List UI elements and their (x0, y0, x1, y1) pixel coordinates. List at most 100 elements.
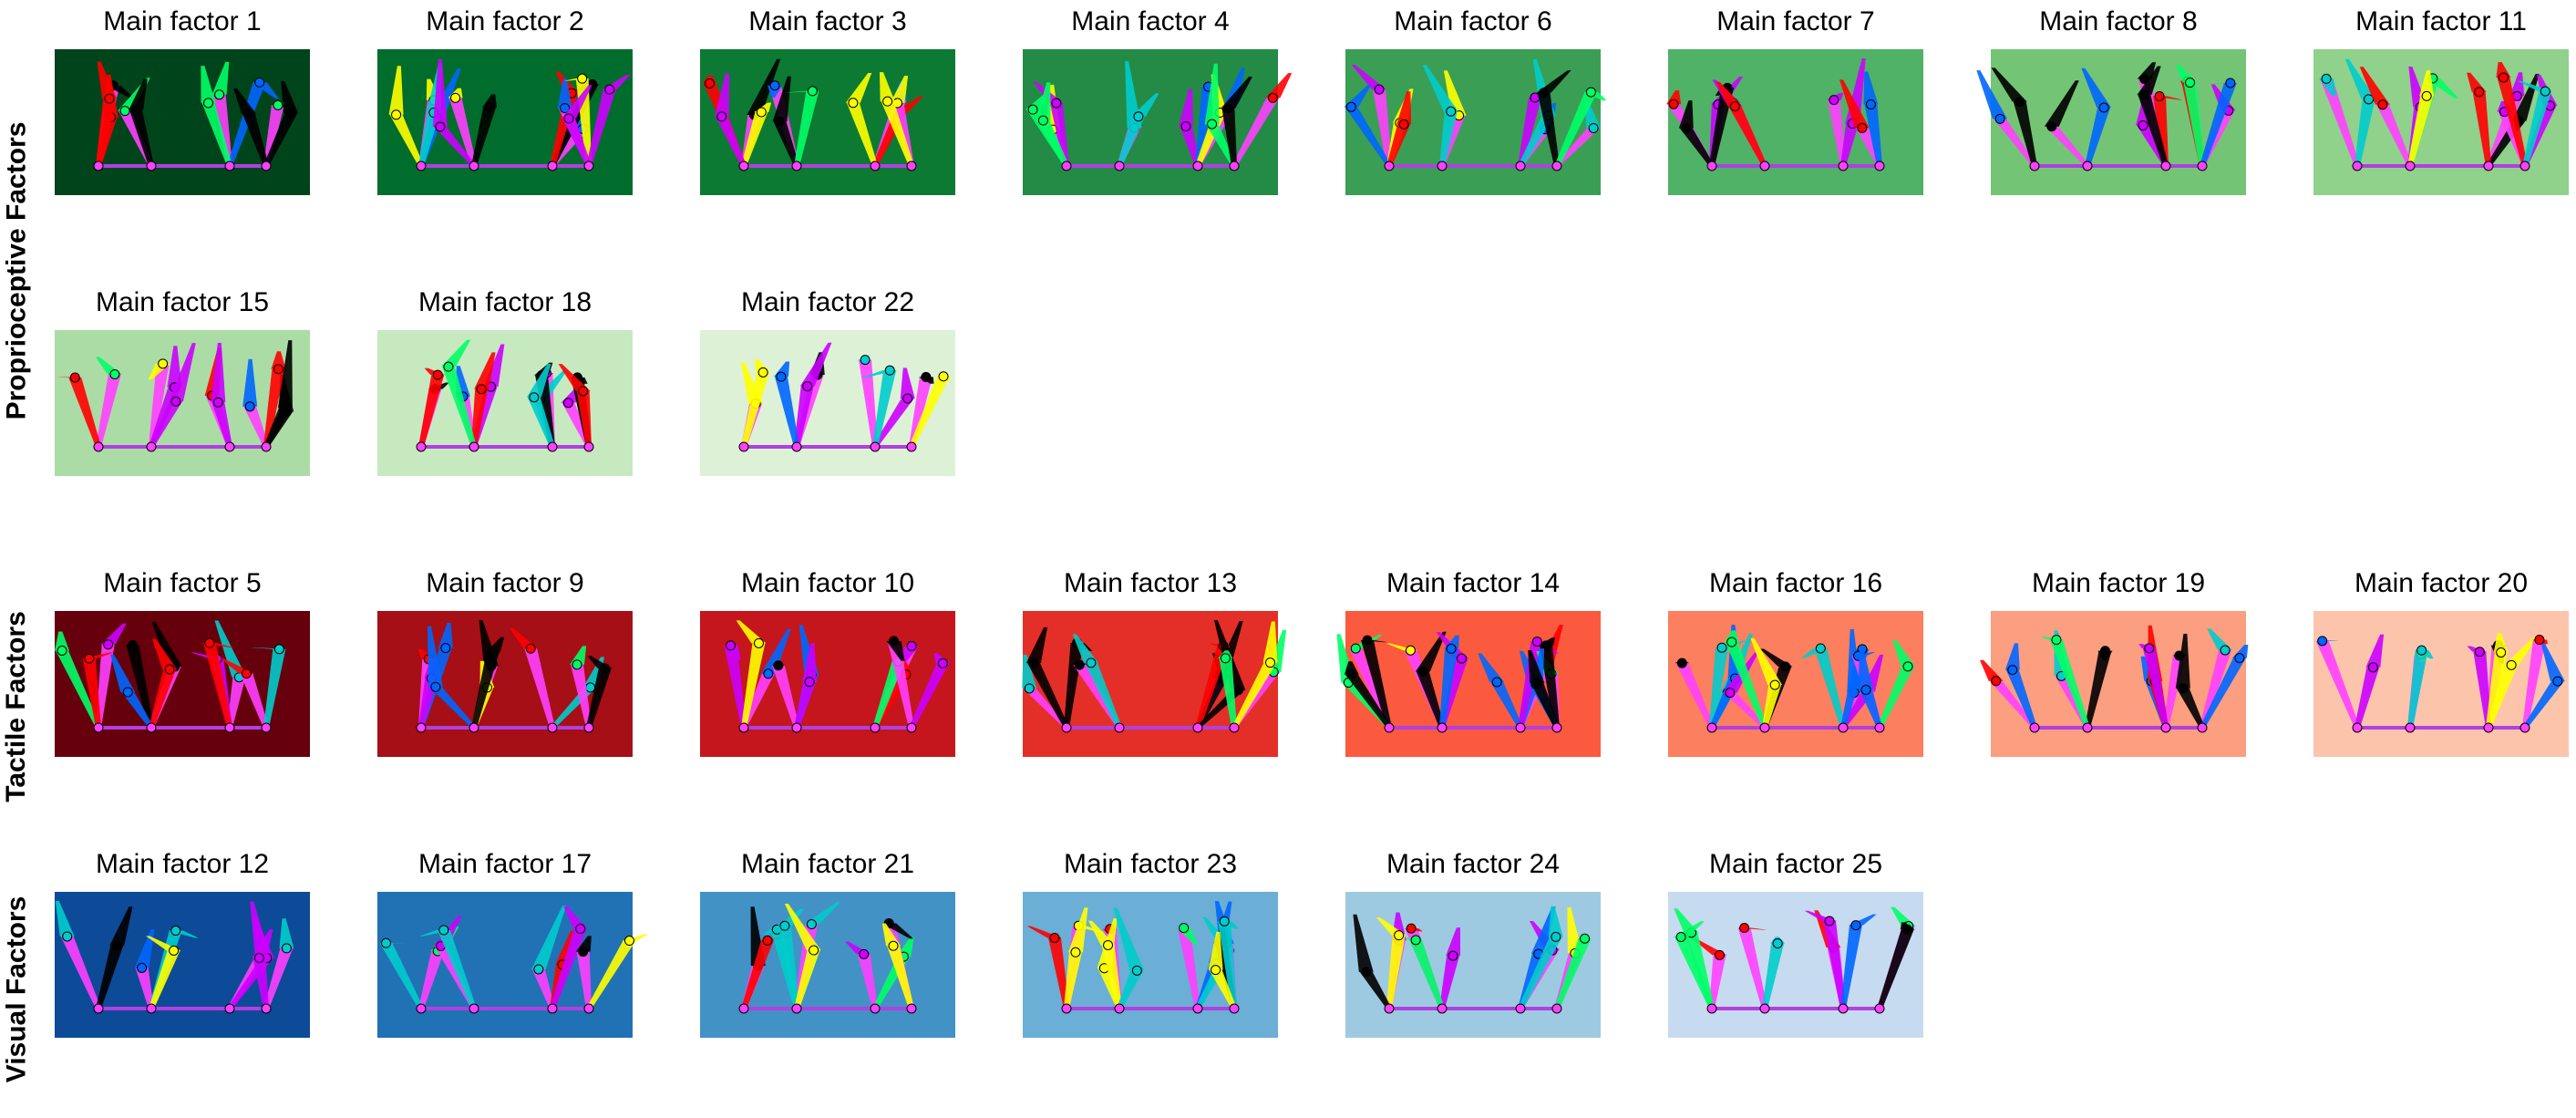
leg-segment (1439, 111, 1458, 166)
panel-title: Main factor 17 (417, 849, 592, 879)
leg-segment (1205, 124, 1237, 166)
leg-segment (1554, 92, 1598, 166)
leg-segment (772, 76, 791, 122)
leg-segment (151, 621, 182, 667)
joint-marker (529, 392, 540, 403)
leg-segment (1048, 937, 1069, 1009)
leg-segment (1262, 621, 1278, 663)
leg-segment (586, 89, 616, 166)
robot-pose-drawing (55, 901, 294, 1014)
panel-title: Main factor 7 (1716, 6, 1875, 36)
factor-panel: Main factor 12 (55, 846, 310, 1038)
panel-title: Main factor 18 (417, 287, 592, 317)
joint-marker (1675, 932, 1686, 943)
joint-marker (1448, 950, 1458, 961)
leg-segment (1839, 79, 1870, 129)
base-joint-marker (93, 722, 104, 733)
panel-title: Main factor 10 (740, 568, 915, 598)
panel-title: Main factor 1 (103, 6, 262, 36)
joint-marker (1668, 98, 1679, 109)
leg-segment (872, 370, 897, 447)
leg-segment (794, 90, 819, 166)
robot-pose-drawing (723, 620, 951, 733)
base-joint-marker (791, 1003, 802, 1014)
joint-marker (1446, 643, 1457, 654)
joint-marker (1824, 916, 1835, 926)
leg-segment (2407, 650, 2428, 728)
leg-segment (1750, 637, 1783, 686)
leg-segment (571, 664, 592, 728)
base-joint-marker (1838, 160, 1849, 171)
joint-marker (807, 86, 818, 97)
leg-segment (794, 681, 817, 728)
robot-pose-drawing (1022, 620, 1287, 733)
leg-segment (1716, 81, 1743, 107)
joint-marker (1350, 643, 1361, 654)
joint-marker (2185, 78, 2196, 88)
robot-pose-drawing (702, 58, 924, 171)
joint-marker (438, 925, 449, 936)
joint-marker (604, 84, 615, 95)
robot-pose-drawing (1026, 901, 1240, 1014)
base-joint-marker (547, 160, 558, 171)
joint-marker (757, 367, 768, 378)
base-joint-marker (1114, 1003, 1125, 1014)
joint-marker (244, 401, 255, 412)
leg-segment (563, 906, 588, 929)
leg-segment (2486, 652, 2508, 728)
robot-pose-drawing (416, 620, 613, 733)
leg-segment (741, 940, 774, 1009)
leg-segment (2315, 640, 2360, 728)
leg-segment (242, 113, 269, 166)
leg-segment (1991, 67, 2027, 102)
joint-marker (1588, 123, 1599, 134)
leg-segment (1762, 943, 1785, 1009)
base-joint-marker (1384, 160, 1395, 171)
joint-marker (2046, 121, 2057, 132)
leg-segment (760, 628, 791, 674)
leg-segment (2522, 681, 2564, 728)
leg-segment (110, 654, 136, 692)
factor-panel: Main factor 15 (55, 285, 310, 476)
leg-segment (1762, 685, 1782, 728)
leg-segment (1409, 939, 1445, 1009)
joint-marker (435, 121, 446, 132)
leg-segment (1443, 70, 1467, 116)
joint-marker (254, 77, 265, 88)
leg-segment (471, 653, 500, 728)
leg-segment (1117, 970, 1144, 1009)
joint-marker (1362, 635, 1373, 646)
joint-marker (1398, 119, 1409, 129)
base-joint-marker (583, 441, 594, 452)
robot-pose-drawing (738, 902, 917, 1014)
base-joint-marker (870, 441, 881, 452)
joint-marker (2506, 659, 2517, 670)
joint-marker (103, 639, 114, 650)
base-joint-marker (2352, 160, 2363, 171)
leg-segment (2013, 101, 2037, 166)
leg-segment (1416, 671, 1445, 728)
joint-marker (1531, 678, 1542, 688)
joint-marker (62, 931, 73, 942)
joint-marker (2421, 90, 2432, 101)
leg-segment (1130, 93, 1159, 117)
joint-marker (1086, 657, 1097, 668)
joint-marker (585, 682, 596, 693)
panel-title: Main factor 15 (95, 287, 270, 317)
joint-marker (1725, 688, 1736, 699)
leg-segment (2359, 67, 2390, 105)
base-joint-marker (1437, 722, 1448, 733)
leg-segment (1840, 925, 1862, 1009)
leg-segment (714, 73, 730, 117)
joint-marker (804, 677, 815, 688)
leg-segment (736, 620, 767, 644)
joint-marker (212, 397, 223, 408)
leg-segment (1540, 645, 1560, 728)
panel-title: Main factor 12 (95, 849, 270, 879)
panel-title: Main factor 22 (740, 287, 915, 317)
leg-segment (2522, 91, 2552, 166)
leg-segment (243, 406, 269, 447)
leg-segment (1530, 683, 1560, 728)
base-joint-marker (2352, 722, 2363, 733)
leg-segment (2049, 639, 2090, 728)
